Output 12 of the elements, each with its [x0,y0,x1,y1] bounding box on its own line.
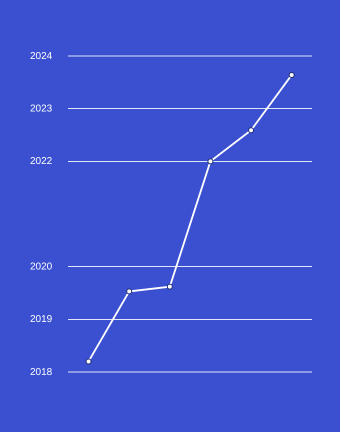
point [288,72,295,78]
point [207,158,214,164]
point [126,288,132,294]
y-tick-label: 2023 [30,103,53,114]
y-tick-label: 2024 [30,50,53,62]
y-tick-label: 2018 [30,366,53,378]
y-tick-label: 2020 [30,261,53,272]
point [248,127,254,134]
point [86,358,92,364]
y-tick-label: 2019 [30,314,53,326]
point [166,284,173,290]
y-tick-label: 2022 [30,156,53,168]
